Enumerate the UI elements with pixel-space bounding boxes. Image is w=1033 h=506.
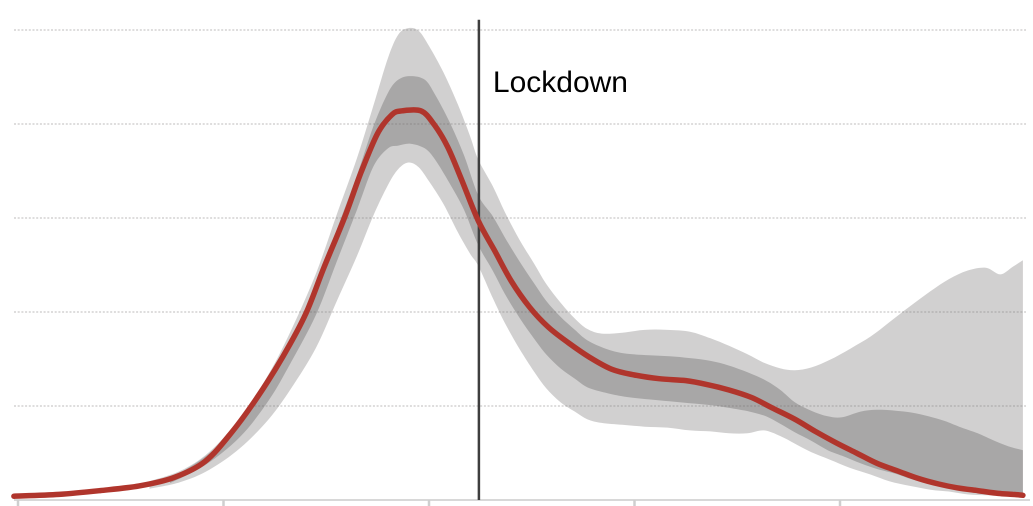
outer-credible-band	[149, 27, 1023, 497]
median-line	[11, 107, 1026, 499]
lockdown-label: Lockdown	[493, 66, 628, 99]
inner-credible-band	[170, 76, 1023, 495]
